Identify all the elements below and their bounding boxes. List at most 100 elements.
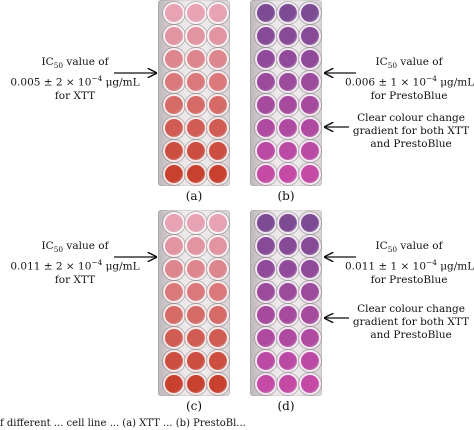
well-a	[163, 163, 185, 185]
well-c	[207, 304, 229, 326]
well-c	[163, 212, 185, 234]
well-c	[185, 327, 207, 349]
gradient-note-d: Clear colour change gradient for both XT…	[352, 303, 470, 341]
well-c	[185, 350, 207, 372]
well-a	[207, 94, 229, 116]
well-d	[277, 235, 299, 257]
well-b	[255, 94, 277, 116]
well-d	[299, 235, 321, 257]
well-b	[255, 140, 277, 162]
well-b	[277, 163, 299, 185]
well-d	[277, 281, 299, 303]
well-d	[299, 258, 321, 280]
well-b	[299, 48, 321, 70]
well-b	[299, 163, 321, 185]
ic50-note-d: IC50 value of 0.011 ± 1 × 10−4 μg/mL for…	[345, 240, 474, 286]
ic50-note-c: IC50 value of 0.011 ± 2 × 10−4 μg/mL for…	[10, 240, 140, 286]
well-b	[277, 71, 299, 93]
well-d	[255, 212, 277, 234]
well-d	[277, 350, 299, 372]
well-c	[185, 304, 207, 326]
well-b	[277, 2, 299, 24]
well-d	[299, 327, 321, 349]
well-c	[163, 350, 185, 372]
well-a	[163, 140, 185, 162]
well-c	[185, 373, 207, 395]
well-a	[207, 117, 229, 139]
ic50-note-b: IC50 value of 0.006 ± 1 × 10−4 μg/mL for…	[345, 56, 474, 102]
panel-label-d: (d)	[277, 399, 295, 413]
well-a	[207, 25, 229, 47]
well-d	[277, 212, 299, 234]
panel-label-a: (a)	[185, 189, 203, 203]
panel-label-b: (b)	[277, 189, 295, 203]
well-d	[255, 350, 277, 372]
well-b	[277, 117, 299, 139]
well-d	[299, 304, 321, 326]
well-c	[185, 281, 207, 303]
well-c	[207, 235, 229, 257]
well-b	[277, 25, 299, 47]
well-c	[207, 281, 229, 303]
well-a	[185, 117, 207, 139]
well-a	[163, 48, 185, 70]
well-b	[255, 25, 277, 47]
well-c	[185, 258, 207, 280]
well-a	[207, 140, 229, 162]
well-d	[277, 304, 299, 326]
well-a	[185, 25, 207, 47]
well-d	[255, 281, 277, 303]
well-b	[277, 140, 299, 162]
well-a	[185, 71, 207, 93]
well-a	[207, 163, 229, 185]
well-a	[163, 94, 185, 116]
well-d	[277, 327, 299, 349]
well-b	[255, 163, 277, 185]
well-a	[185, 140, 207, 162]
well-d	[255, 235, 277, 257]
well-a	[207, 48, 229, 70]
well-c	[163, 235, 185, 257]
well-b	[255, 71, 277, 93]
well-b	[299, 25, 321, 47]
well-d	[299, 281, 321, 303]
well-d	[299, 373, 321, 395]
well-d	[255, 327, 277, 349]
well-c	[207, 327, 229, 349]
well-c	[163, 281, 185, 303]
well-b	[255, 117, 277, 139]
well-c	[163, 327, 185, 349]
well-b	[299, 140, 321, 162]
well-d	[255, 304, 277, 326]
well-c	[207, 258, 229, 280]
well-a	[185, 163, 207, 185]
well-a	[163, 2, 185, 24]
well-a	[185, 94, 207, 116]
well-b	[255, 2, 277, 24]
well-b	[255, 48, 277, 70]
well-c	[185, 235, 207, 257]
well-c	[207, 373, 229, 395]
panel-label-c: (c)	[185, 399, 203, 413]
well-a	[207, 2, 229, 24]
well-a	[185, 48, 207, 70]
well-b	[299, 71, 321, 93]
well-d	[277, 373, 299, 395]
well-b	[299, 117, 321, 139]
well-d	[299, 212, 321, 234]
well-c	[163, 304, 185, 326]
well-b	[299, 2, 321, 24]
well-a	[207, 71, 229, 93]
well-b	[299, 94, 321, 116]
well-c	[163, 373, 185, 395]
well-a	[185, 2, 207, 24]
well-d	[299, 350, 321, 372]
well-a	[163, 25, 185, 47]
well-c	[207, 212, 229, 234]
gradient-note-b: Clear colour change gradient for both XT…	[352, 112, 470, 150]
well-c	[207, 350, 229, 372]
well-a	[163, 117, 185, 139]
well-b	[277, 94, 299, 116]
well-b	[277, 48, 299, 70]
